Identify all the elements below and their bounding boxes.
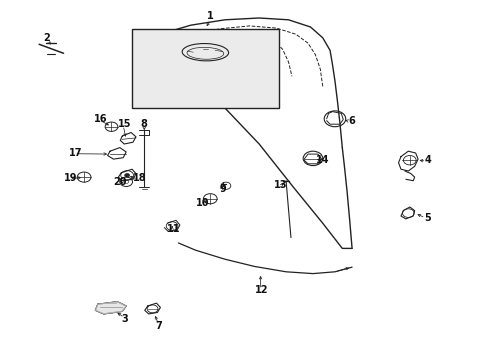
Text: 1: 1 — [206, 11, 213, 21]
Text: 13: 13 — [274, 180, 287, 190]
Text: 9: 9 — [219, 184, 225, 194]
Text: 11: 11 — [166, 224, 180, 234]
Text: 6: 6 — [348, 116, 355, 126]
Bar — [132, 29, 278, 108]
Text: 8: 8 — [141, 119, 147, 129]
Text: 2: 2 — [43, 33, 50, 43]
Text: 17: 17 — [69, 148, 82, 158]
Text: 18: 18 — [132, 173, 146, 183]
Text: 20: 20 — [113, 177, 126, 187]
Text: 5: 5 — [424, 213, 430, 223]
Text: 10: 10 — [196, 198, 209, 208]
Text: 16: 16 — [93, 114, 107, 124]
Text: 4: 4 — [424, 155, 430, 165]
Text: 12: 12 — [254, 285, 268, 295]
Text: 7: 7 — [155, 321, 162, 331]
Text: 15: 15 — [118, 119, 131, 129]
Circle shape — [124, 174, 129, 177]
Text: 19: 19 — [64, 173, 78, 183]
Text: 3: 3 — [121, 314, 128, 324]
Text: 14: 14 — [315, 155, 329, 165]
Polygon shape — [95, 302, 126, 314]
